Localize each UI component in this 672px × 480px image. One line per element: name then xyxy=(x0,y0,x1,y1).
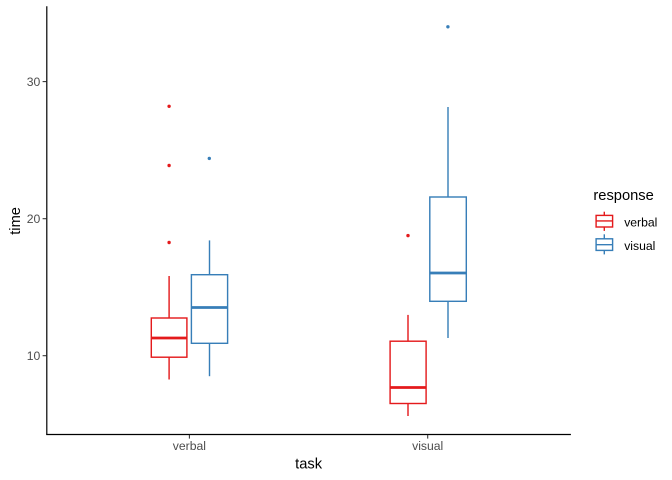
svg-text:10: 10 xyxy=(27,349,41,363)
svg-text:visual: visual xyxy=(624,239,655,253)
svg-text:time: time xyxy=(8,207,24,235)
svg-text:20: 20 xyxy=(27,212,41,226)
svg-text:verbal: verbal xyxy=(624,215,657,229)
svg-text:visual: visual xyxy=(412,439,443,453)
svg-text:30: 30 xyxy=(27,75,41,89)
svg-text:verbal: verbal xyxy=(173,439,206,453)
svg-text:task: task xyxy=(295,457,323,473)
svg-text:response: response xyxy=(593,188,653,204)
